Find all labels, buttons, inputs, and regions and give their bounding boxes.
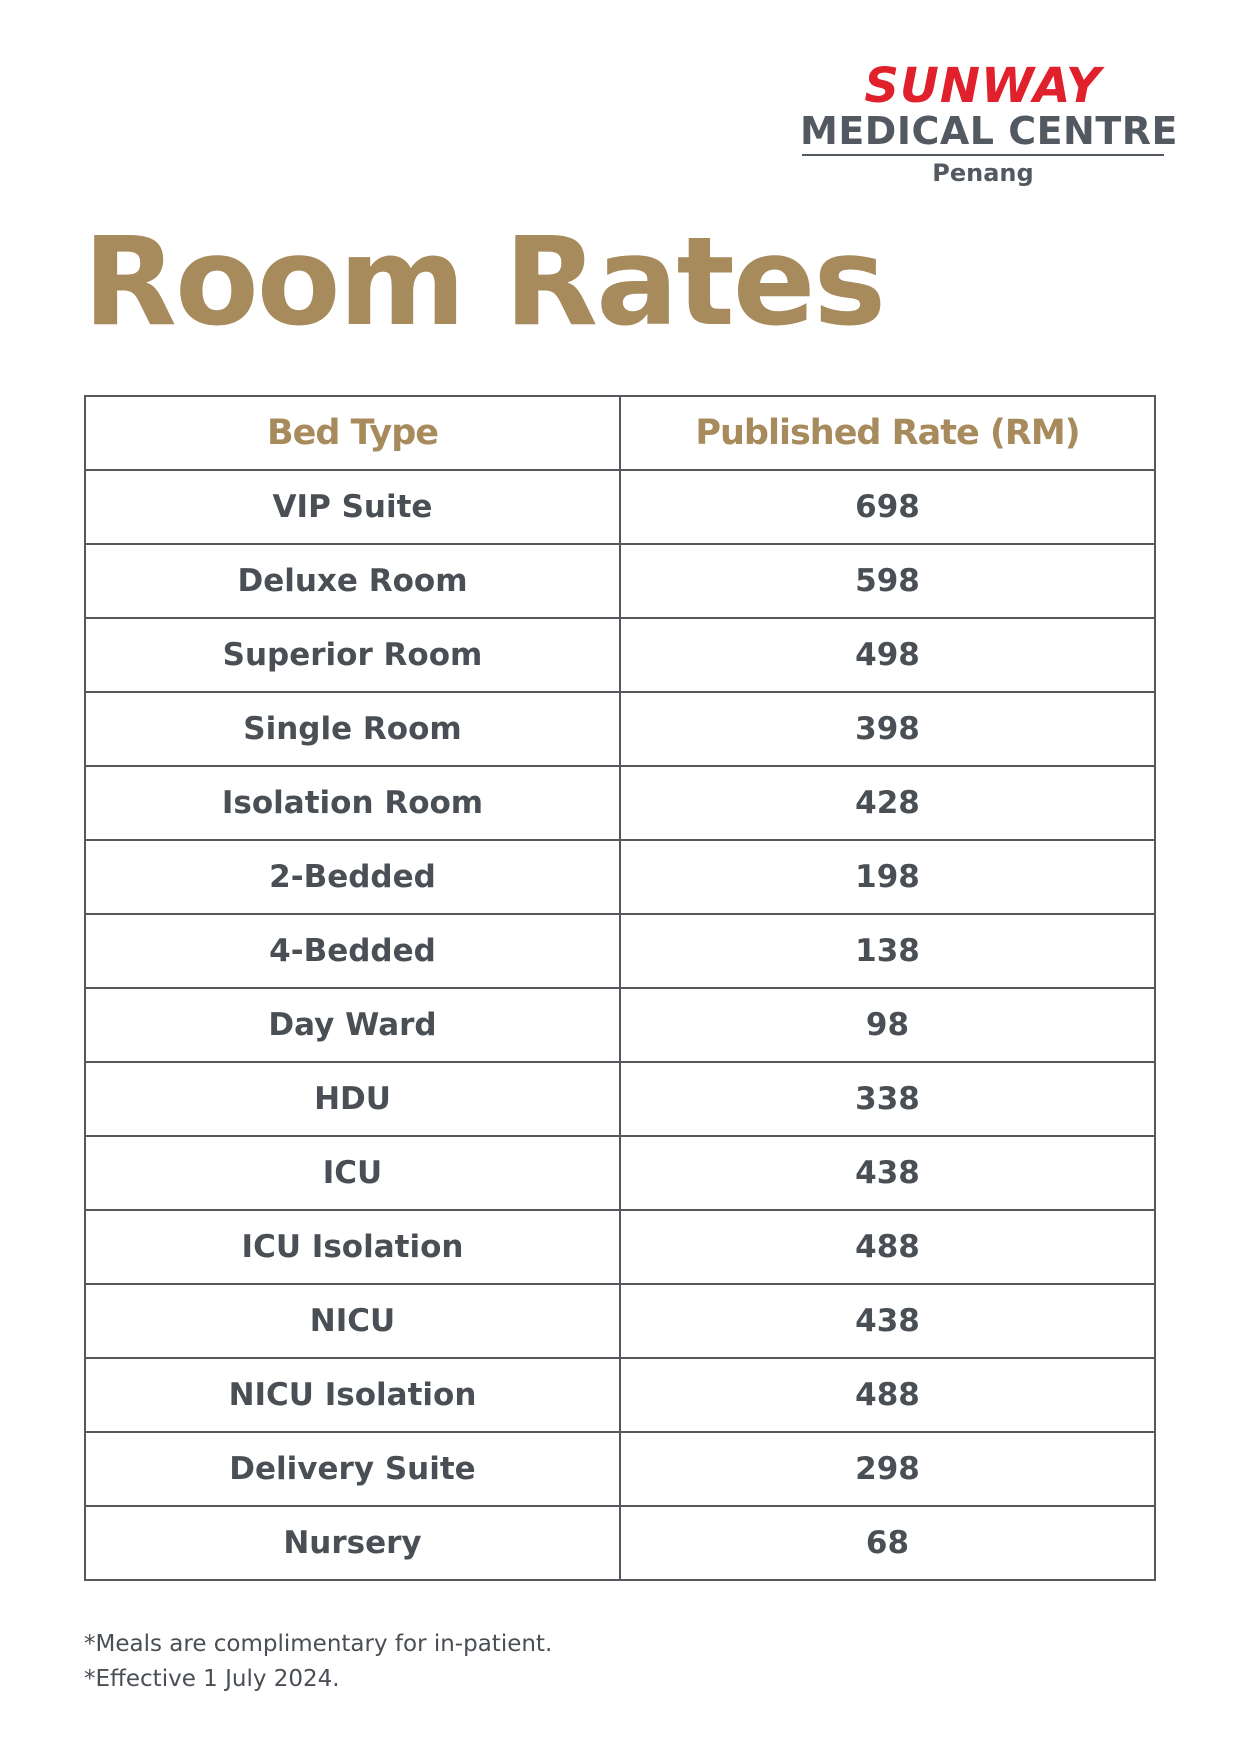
rate-cell: 488 (619, 1209, 1156, 1285)
table-row: Single Room 398 (84, 691, 1156, 767)
table-row: Deluxe Room 598 (84, 543, 1156, 619)
table-row: 4-Bedded 138 (84, 913, 1156, 989)
rate-cell: 98 (619, 987, 1156, 1063)
logo-divider (802, 154, 1164, 156)
bed-type-cell: Delivery Suite (84, 1431, 621, 1507)
footnote-meals: *Meals are complimentary for in-patient. (84, 1631, 553, 1657)
bed-type-cell: NICU (84, 1283, 621, 1359)
bed-type-cell: ICU (84, 1135, 621, 1211)
table-row: 2-Bedded 198 (84, 839, 1156, 915)
bed-type-cell: NICU Isolation (84, 1357, 621, 1433)
rate-cell: 338 (619, 1061, 1156, 1137)
logo-name: MEDICAL CENTRE (800, 109, 1178, 153)
table-row: Isolation Room 428 (84, 765, 1156, 841)
bed-type-cell: HDU (84, 1061, 621, 1137)
rate-cell: 438 (619, 1135, 1156, 1211)
logo-brand: SUNWAY (864, 58, 1102, 114)
rate-cell: 298 (619, 1431, 1156, 1507)
table-row: ICU Isolation 488 (84, 1209, 1156, 1285)
rate-cell: 138 (619, 913, 1156, 989)
header-bed-type: Bed Type (84, 395, 621, 471)
rate-cell: 498 (619, 617, 1156, 693)
logo: SUNWAY MEDICAL CENTRE Penang (800, 58, 1178, 190)
table-row: Day Ward 98 (84, 987, 1156, 1063)
table-row: HDU 338 (84, 1061, 1156, 1137)
room-rates-table: Bed Type Published Rate (RM) VIP Suite 6… (84, 395, 1156, 1581)
footnotes: *Meals are complimentary for in-patient.… (84, 1627, 552, 1697)
bed-type-cell: Nursery (84, 1505, 621, 1581)
bed-type-cell: VIP Suite (84, 469, 621, 545)
table-row: VIP Suite 698 (84, 469, 1156, 545)
rate-cell: 198 (619, 839, 1156, 915)
table-header-row: Bed Type Published Rate (RM) (84, 395, 1156, 471)
rate-cell: 68 (619, 1505, 1156, 1581)
bed-type-cell: ICU Isolation (84, 1209, 621, 1285)
rate-cell: 598 (619, 543, 1156, 619)
rate-cell: 428 (619, 765, 1156, 841)
table-row: ICU 438 (84, 1135, 1156, 1211)
header-published-rate: Published Rate (RM) (619, 395, 1156, 471)
logo-location: Penang (932, 159, 1034, 187)
bed-type-cell: 2-Bedded (84, 839, 621, 915)
rate-cell: 438 (619, 1283, 1156, 1359)
table-row: Nursery 68 (84, 1505, 1156, 1581)
bed-type-cell: Superior Room (84, 617, 621, 693)
bed-type-cell: Single Room (84, 691, 621, 767)
table-row: Delivery Suite 298 (84, 1431, 1156, 1507)
table-row: NICU Isolation 488 (84, 1357, 1156, 1433)
bed-type-cell: Day Ward (84, 987, 621, 1063)
table-row: NICU 438 (84, 1283, 1156, 1359)
rate-cell: 698 (619, 469, 1156, 545)
rate-cell: 488 (619, 1357, 1156, 1433)
bed-type-cell: Deluxe Room (84, 543, 621, 619)
rate-cell: 398 (619, 691, 1156, 767)
bed-type-cell: Isolation Room (84, 765, 621, 841)
footnote-effective-date: *Effective 1 July 2024. (84, 1666, 340, 1692)
page-title: Room Rates (83, 211, 886, 353)
bed-type-cell: 4-Bedded (84, 913, 621, 989)
table-row: Superior Room 498 (84, 617, 1156, 693)
